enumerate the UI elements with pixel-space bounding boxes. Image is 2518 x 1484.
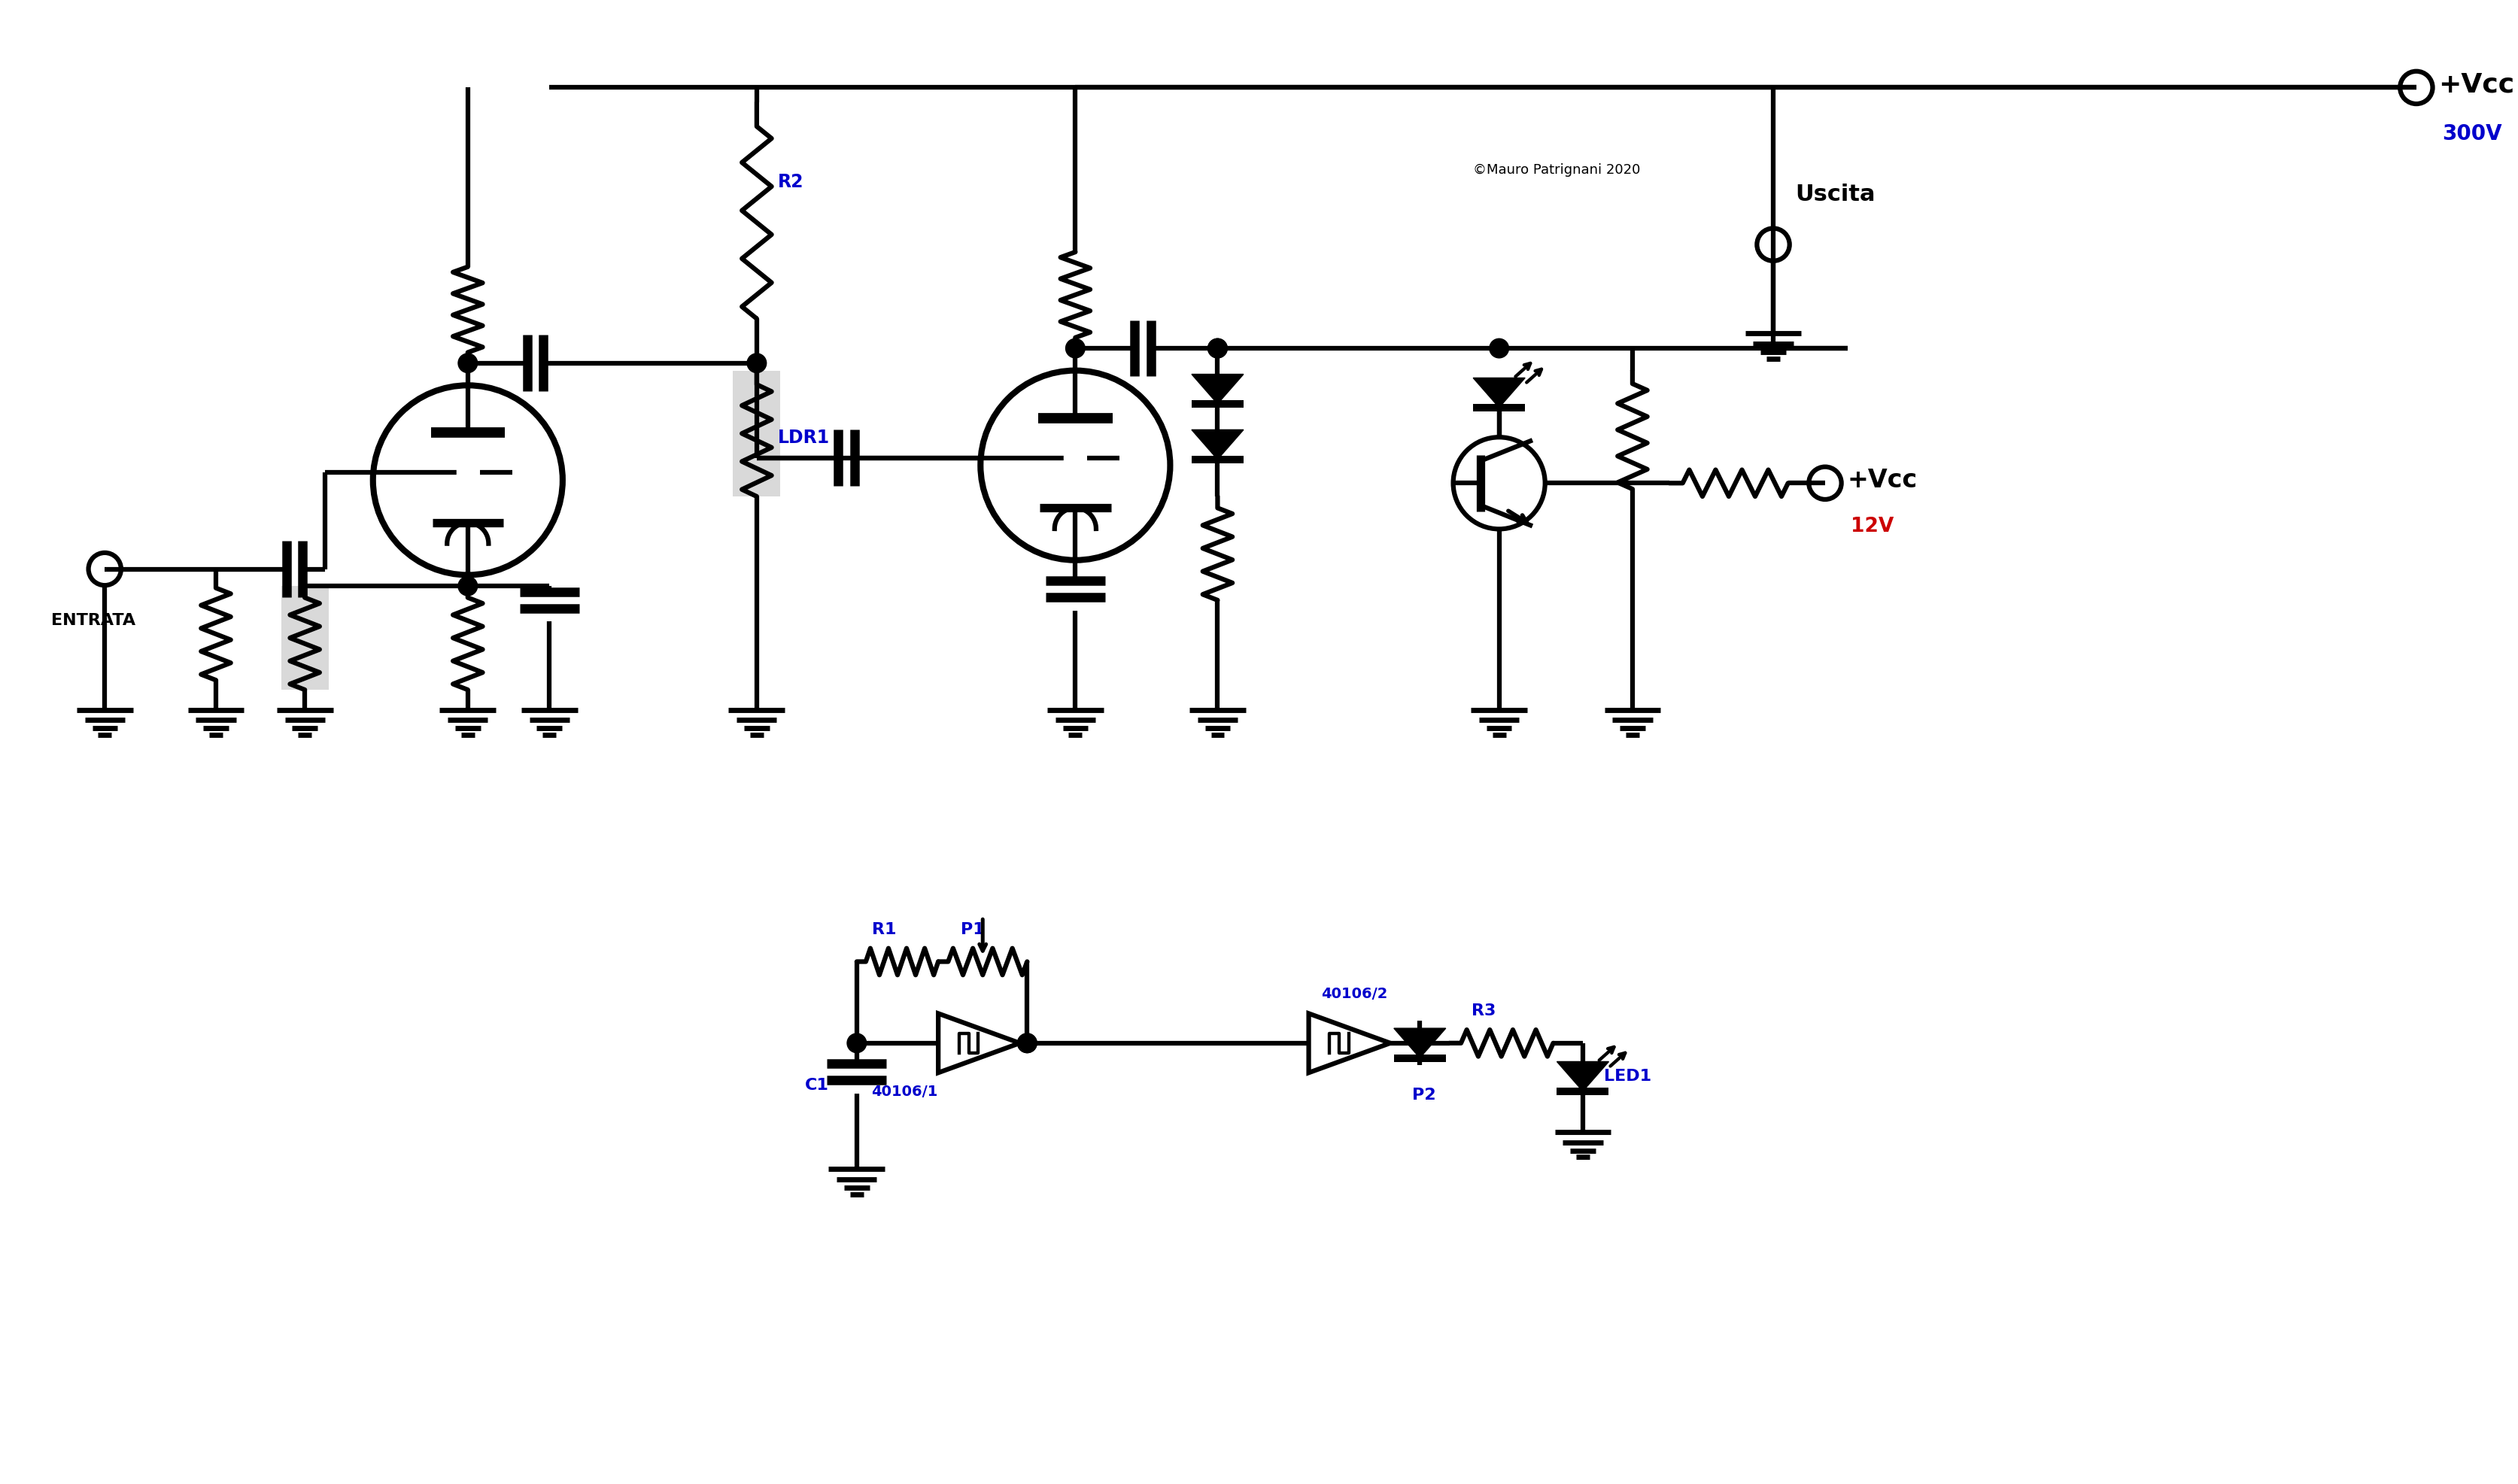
Polygon shape [1191, 375, 1244, 405]
Text: 12V: 12V [1851, 516, 1894, 536]
Polygon shape [939, 1014, 1020, 1073]
Text: Uscita: Uscita [1795, 184, 1876, 205]
Text: +Vcc: +Vcc [1846, 467, 1916, 493]
Circle shape [846, 1034, 866, 1054]
Circle shape [1017, 1034, 1037, 1054]
Polygon shape [1473, 378, 1523, 408]
Bar [733, 371, 781, 497]
Text: C1: C1 [806, 1077, 828, 1092]
Text: LDR1: LDR1 [778, 429, 828, 447]
Polygon shape [1392, 1028, 1445, 1058]
Text: ©Mauro Patrignani 2020: ©Mauro Patrignani 2020 [1473, 163, 1639, 177]
Circle shape [458, 355, 478, 374]
Circle shape [1209, 340, 1226, 359]
Text: +Vcc: +Vcc [2437, 71, 2513, 98]
Circle shape [748, 355, 765, 374]
Text: LED1: LED1 [1604, 1068, 1652, 1083]
Bar [282, 586, 327, 690]
Circle shape [1488, 340, 1508, 359]
Text: 40106/1: 40106/1 [871, 1083, 937, 1098]
Text: 40106/2: 40106/2 [1322, 987, 1387, 1000]
Text: R1: R1 [871, 922, 896, 936]
Text: P2: P2 [1413, 1086, 1435, 1101]
Text: P1: P1 [959, 922, 985, 936]
Circle shape [458, 577, 478, 597]
Polygon shape [1556, 1063, 1609, 1091]
Text: R3: R3 [1471, 1003, 1496, 1018]
Text: 300V: 300V [2442, 123, 2500, 144]
Polygon shape [1309, 1014, 1390, 1073]
Circle shape [1209, 340, 1226, 359]
Polygon shape [1191, 430, 1244, 460]
Text: R2: R2 [778, 172, 803, 190]
Text: ENTRATA: ENTRATA [50, 613, 136, 628]
Circle shape [1017, 1034, 1037, 1054]
Circle shape [1065, 340, 1085, 359]
